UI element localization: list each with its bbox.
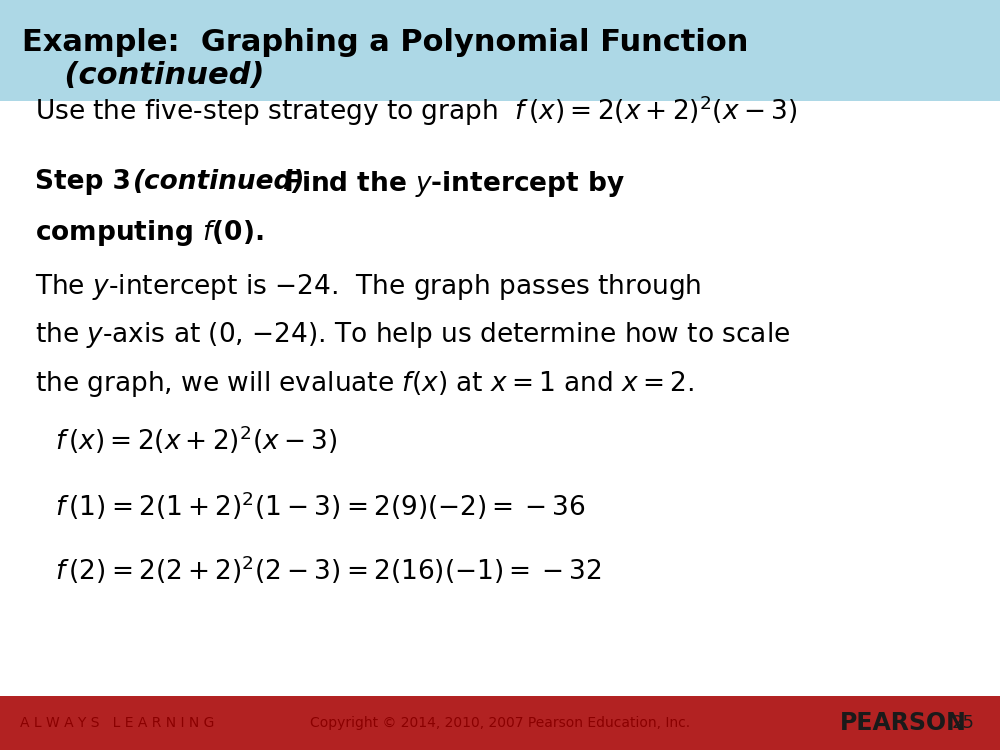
Text: The $y$-intercept is $-$24.  The graph passes through: The $y$-intercept is $-$24. The graph pa… (35, 272, 701, 302)
Text: Example:  Graphing a Polynomial Function: Example: Graphing a Polynomial Function (22, 28, 748, 57)
Text: 25: 25 (952, 714, 975, 732)
Text: the graph, we will evaluate $f(x)$ at $x = 1$ and $x = 2$.: the graph, we will evaluate $f(x)$ at $x… (35, 369, 694, 399)
Text: the $y$-axis at (0, $-$24). To help us determine how to scale: the $y$-axis at (0, $-$24). To help us d… (35, 320, 790, 350)
Text: PEARSON: PEARSON (840, 711, 967, 735)
FancyBboxPatch shape (0, 696, 1000, 750)
Text: (continued): (continued) (22, 61, 264, 90)
Text: $f\,(1) = 2(1+2)^2(1-3) = 2(9)(-2) = -36$: $f\,(1) = 2(1+2)^2(1-3) = 2(9)(-2) = -36… (55, 489, 586, 521)
Text: computing $\mathit{f}$(0).: computing $\mathit{f}$(0). (35, 217, 264, 248)
Text: A L W A Y S   L E A R N I N G: A L W A Y S L E A R N I N G (20, 716, 214, 730)
Text: Step 3: Step 3 (35, 169, 131, 195)
Text: $f\,(x) = 2(x+2)^2(x-3)$: $f\,(x) = 2(x+2)^2(x-3)$ (55, 424, 337, 456)
Text: Use the five-step strategy to graph  $f\,(x) = 2(x+2)^2(x-3)$: Use the five-step strategy to graph $f\,… (35, 94, 797, 128)
Text: Copyright © 2014, 2010, 2007 Pearson Education, Inc.: Copyright © 2014, 2010, 2007 Pearson Edu… (310, 716, 690, 730)
FancyBboxPatch shape (0, 0, 1000, 101)
Text: $f\,(2) = 2(2+2)^2(2-3) = 2(16)(-1) = -32$: $f\,(2) = 2(2+2)^2(2-3) = 2(16)(-1) = -3… (55, 554, 601, 586)
Text: (continued): (continued) (133, 169, 305, 195)
Text: Find the $\mathit{y}$-intercept by: Find the $\mathit{y}$-intercept by (283, 169, 625, 199)
